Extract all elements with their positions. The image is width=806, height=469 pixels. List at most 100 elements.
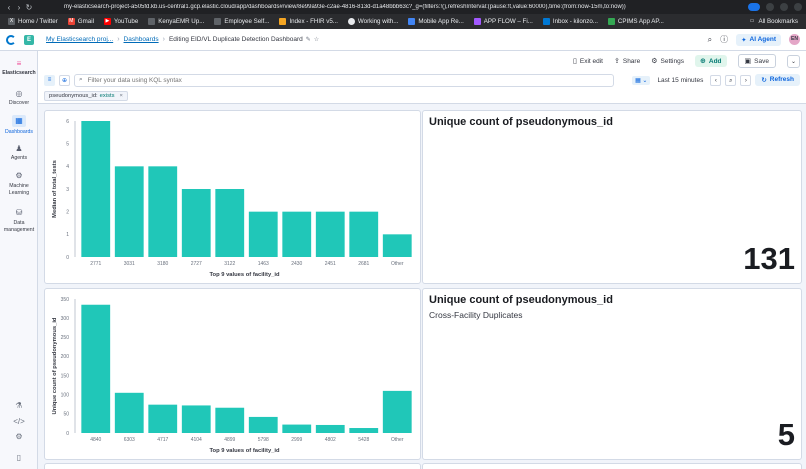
save-options-button[interactable]: ⌄ <box>786 54 800 68</box>
bookmark-item[interactable]: Inbox - kilonzo... <box>539 16 602 28</box>
chart-bar[interactable] <box>215 407 245 433</box>
menu-icon[interactable] <box>794 3 802 11</box>
chevron-right-icon[interactable]: › <box>740 74 752 86</box>
chart-bar[interactable] <box>181 189 211 257</box>
extension-icon[interactable] <box>766 3 774 11</box>
chart-bar[interactable] <box>282 424 312 433</box>
chart-bar[interactable] <box>248 416 278 433</box>
bookmark-item[interactable]: KenyaEMR Up... <box>144 16 208 28</box>
dashboard-icon: ▦ <box>12 115 26 127</box>
chart-bar[interactable] <box>382 234 412 257</box>
favorite-star-icon[interactable]: ☆ <box>313 37 320 43</box>
y-tick-label: 300 <box>61 316 70 322</box>
bookmark-item[interactable]: APP FLOW – Fi... <box>470 16 537 28</box>
all-bookmarks[interactable]: ▭ All Bookmarks <box>749 18 798 25</box>
time-range-label[interactable]: Last 15 minutes <box>657 76 704 84</box>
x-axis-label: Top 9 values of facility_id <box>209 448 280 454</box>
chart-bar[interactable] <box>349 211 379 257</box>
filter-menu-icon[interactable]: ≡ <box>44 74 55 86</box>
y-tick-label: 5 <box>66 141 69 147</box>
bookmark-item[interactable]: ▶ YouTube <box>103 18 139 25</box>
chevron-left-icon[interactable]: ‹ <box>710 74 722 86</box>
bookmark-item[interactable]: Employee Self... <box>210 16 273 28</box>
chart-panel-median-total-tests[interactable]: 0 1 2 3 4 5 6 2771 3031 3180 2727 3122 1463 2430 2451 2… <box>44 110 421 284</box>
chart-bar[interactable] <box>349 428 379 433</box>
chart-bar[interactable] <box>148 404 178 433</box>
chart-bar[interactable] <box>382 390 412 433</box>
search-icon[interactable]: ⌕ <box>707 34 713 44</box>
space-avatar[interactable]: E <box>24 34 34 45</box>
chart-panel-unique-count[interactable]: 0 50 100 150 200 250 300 350 4840 6303 4717 4104 489… <box>44 288 421 460</box>
dev-tools-icon[interactable]: </> <box>13 417 25 426</box>
zoom-out-icon[interactable]: ⌕ <box>725 74 737 86</box>
chart-bar[interactable] <box>81 121 111 257</box>
bookmark-item[interactable]: X Home / Twitter <box>8 18 58 25</box>
add-filter-icon[interactable]: ⊕ <box>59 74 70 86</box>
close-icon[interactable]: × <box>119 93 123 99</box>
sidebar-item-agents[interactable]: ♟ Agents <box>0 144 38 161</box>
chart-bar[interactable] <box>315 424 345 433</box>
settings-button[interactable]: ⚙ Settings <box>651 57 684 66</box>
chart-bar[interactable] <box>81 304 111 433</box>
chart-panel-partial <box>422 463 802 469</box>
bookmark-item[interactable]: M Gmail <box>67 18 94 25</box>
save-button[interactable]: ▣ Save <box>737 54 776 68</box>
calendar-icon[interactable]: ▦ ⌄ <box>632 75 651 85</box>
x-tick-label: 1463 <box>258 261 269 267</box>
bookmark-item[interactable]: CPIMS App AP... <box>604 16 668 28</box>
chart-bar[interactable] <box>148 166 178 257</box>
breadcrumb-dashboards[interactable]: Dashboards <box>123 36 159 43</box>
collapse-icon[interactable]: ▯ <box>16 453 22 462</box>
exit-edit-button[interactable]: ▯ Exit edit <box>573 57 603 66</box>
chart-bar[interactable] <box>315 211 345 257</box>
elasticsearch-brand[interactable]: ≡ Elasticsearch <box>0 59 38 76</box>
y-tick-label: 350 <box>61 297 70 303</box>
kql-search-field[interactable]: ⌕ <box>74 73 614 87</box>
gear-icon[interactable]: ⚙ <box>15 432 23 441</box>
chevron-down-icon: ⌄ <box>790 58 796 65</box>
launch-icon[interactable]: ⚗ <box>15 401 23 410</box>
x-tick-label: 2999 <box>291 437 302 443</box>
filter-bar: pseudonymous_id: exists × <box>38 89 806 104</box>
ai-agent-button[interactable]: ✦ AI Agent <box>736 33 781 46</box>
help-icon[interactable]: ⓘ <box>720 35 729 44</box>
sidebar-item-discover[interactable]: ◎ Discover <box>0 89 38 106</box>
chart-bar[interactable] <box>248 211 278 257</box>
gmail-icon: M <box>67 18 75 25</box>
share-button[interactable]: ⇪ Share <box>613 57 641 66</box>
user-avatar[interactable]: EN <box>789 34 800 45</box>
reload-icon[interactable]: ↻ <box>25 2 33 12</box>
bookmark-item[interactable]: Index - FHIR v5... <box>275 16 341 28</box>
elasticsearch-logo-icon: ≡ <box>16 59 22 68</box>
metric-panel-cross-facility[interactable]: Unique count of pseudonymous_id Cross-Fa… <box>422 288 802 460</box>
back-icon[interactable]: ‹ <box>7 2 11 12</box>
x-tick-label: 4104 <box>191 437 202 443</box>
chart-bar[interactable] <box>114 166 144 257</box>
sidebar-item-data-management[interactable]: ⛁ Data management <box>0 208 38 233</box>
profile-icon[interactable] <box>780 3 788 11</box>
chart-bar[interactable] <box>282 211 312 257</box>
address-bar[interactable]: my-elasticsearch-project-a505fd.kb.us-ce… <box>64 4 626 10</box>
kql-search-input[interactable] <box>87 76 588 84</box>
sidebar-item-machine-learning[interactable]: ⚙ Machine Learning <box>0 171 38 196</box>
filter-pill[interactable]: pseudonymous_id: exists × <box>44 91 128 101</box>
metric-panel-unique-count[interactable]: Unique count of pseudonymous_id 131 <box>422 110 802 284</box>
chart-bar[interactable] <box>181 405 211 433</box>
breadcrumb-separator-icon: › <box>117 36 120 43</box>
refresh-button[interactable]: ↻ Refresh <box>755 74 800 86</box>
forward-icon[interactable]: › <box>17 2 21 12</box>
sidebar-item-dashboards[interactable]: ▦ Dashboards <box>5 115 33 135</box>
metric-title: Unique count of pseudonymous_id <box>429 294 613 306</box>
refresh-icon: ↻ <box>761 77 767 84</box>
breadcrumb-separator-icon: › <box>162 36 165 43</box>
browser-extensions <box>748 3 802 11</box>
chart-bar[interactable] <box>215 189 245 257</box>
extension-icon[interactable] <box>748 3 760 11</box>
metric-value: 5 <box>777 417 795 452</box>
chart-bar[interactable] <box>114 392 144 433</box>
edit-title-icon[interactable]: ✎ <box>305 37 311 43</box>
add-panel-button[interactable]: ⊕ Add <box>695 55 727 67</box>
bookmark-item[interactable]: Mobile App Re... <box>404 16 467 28</box>
breadcrumb-project[interactable]: My Elasticsearch proj... <box>46 36 114 43</box>
bookmark-item[interactable]: Working with... <box>344 16 402 28</box>
